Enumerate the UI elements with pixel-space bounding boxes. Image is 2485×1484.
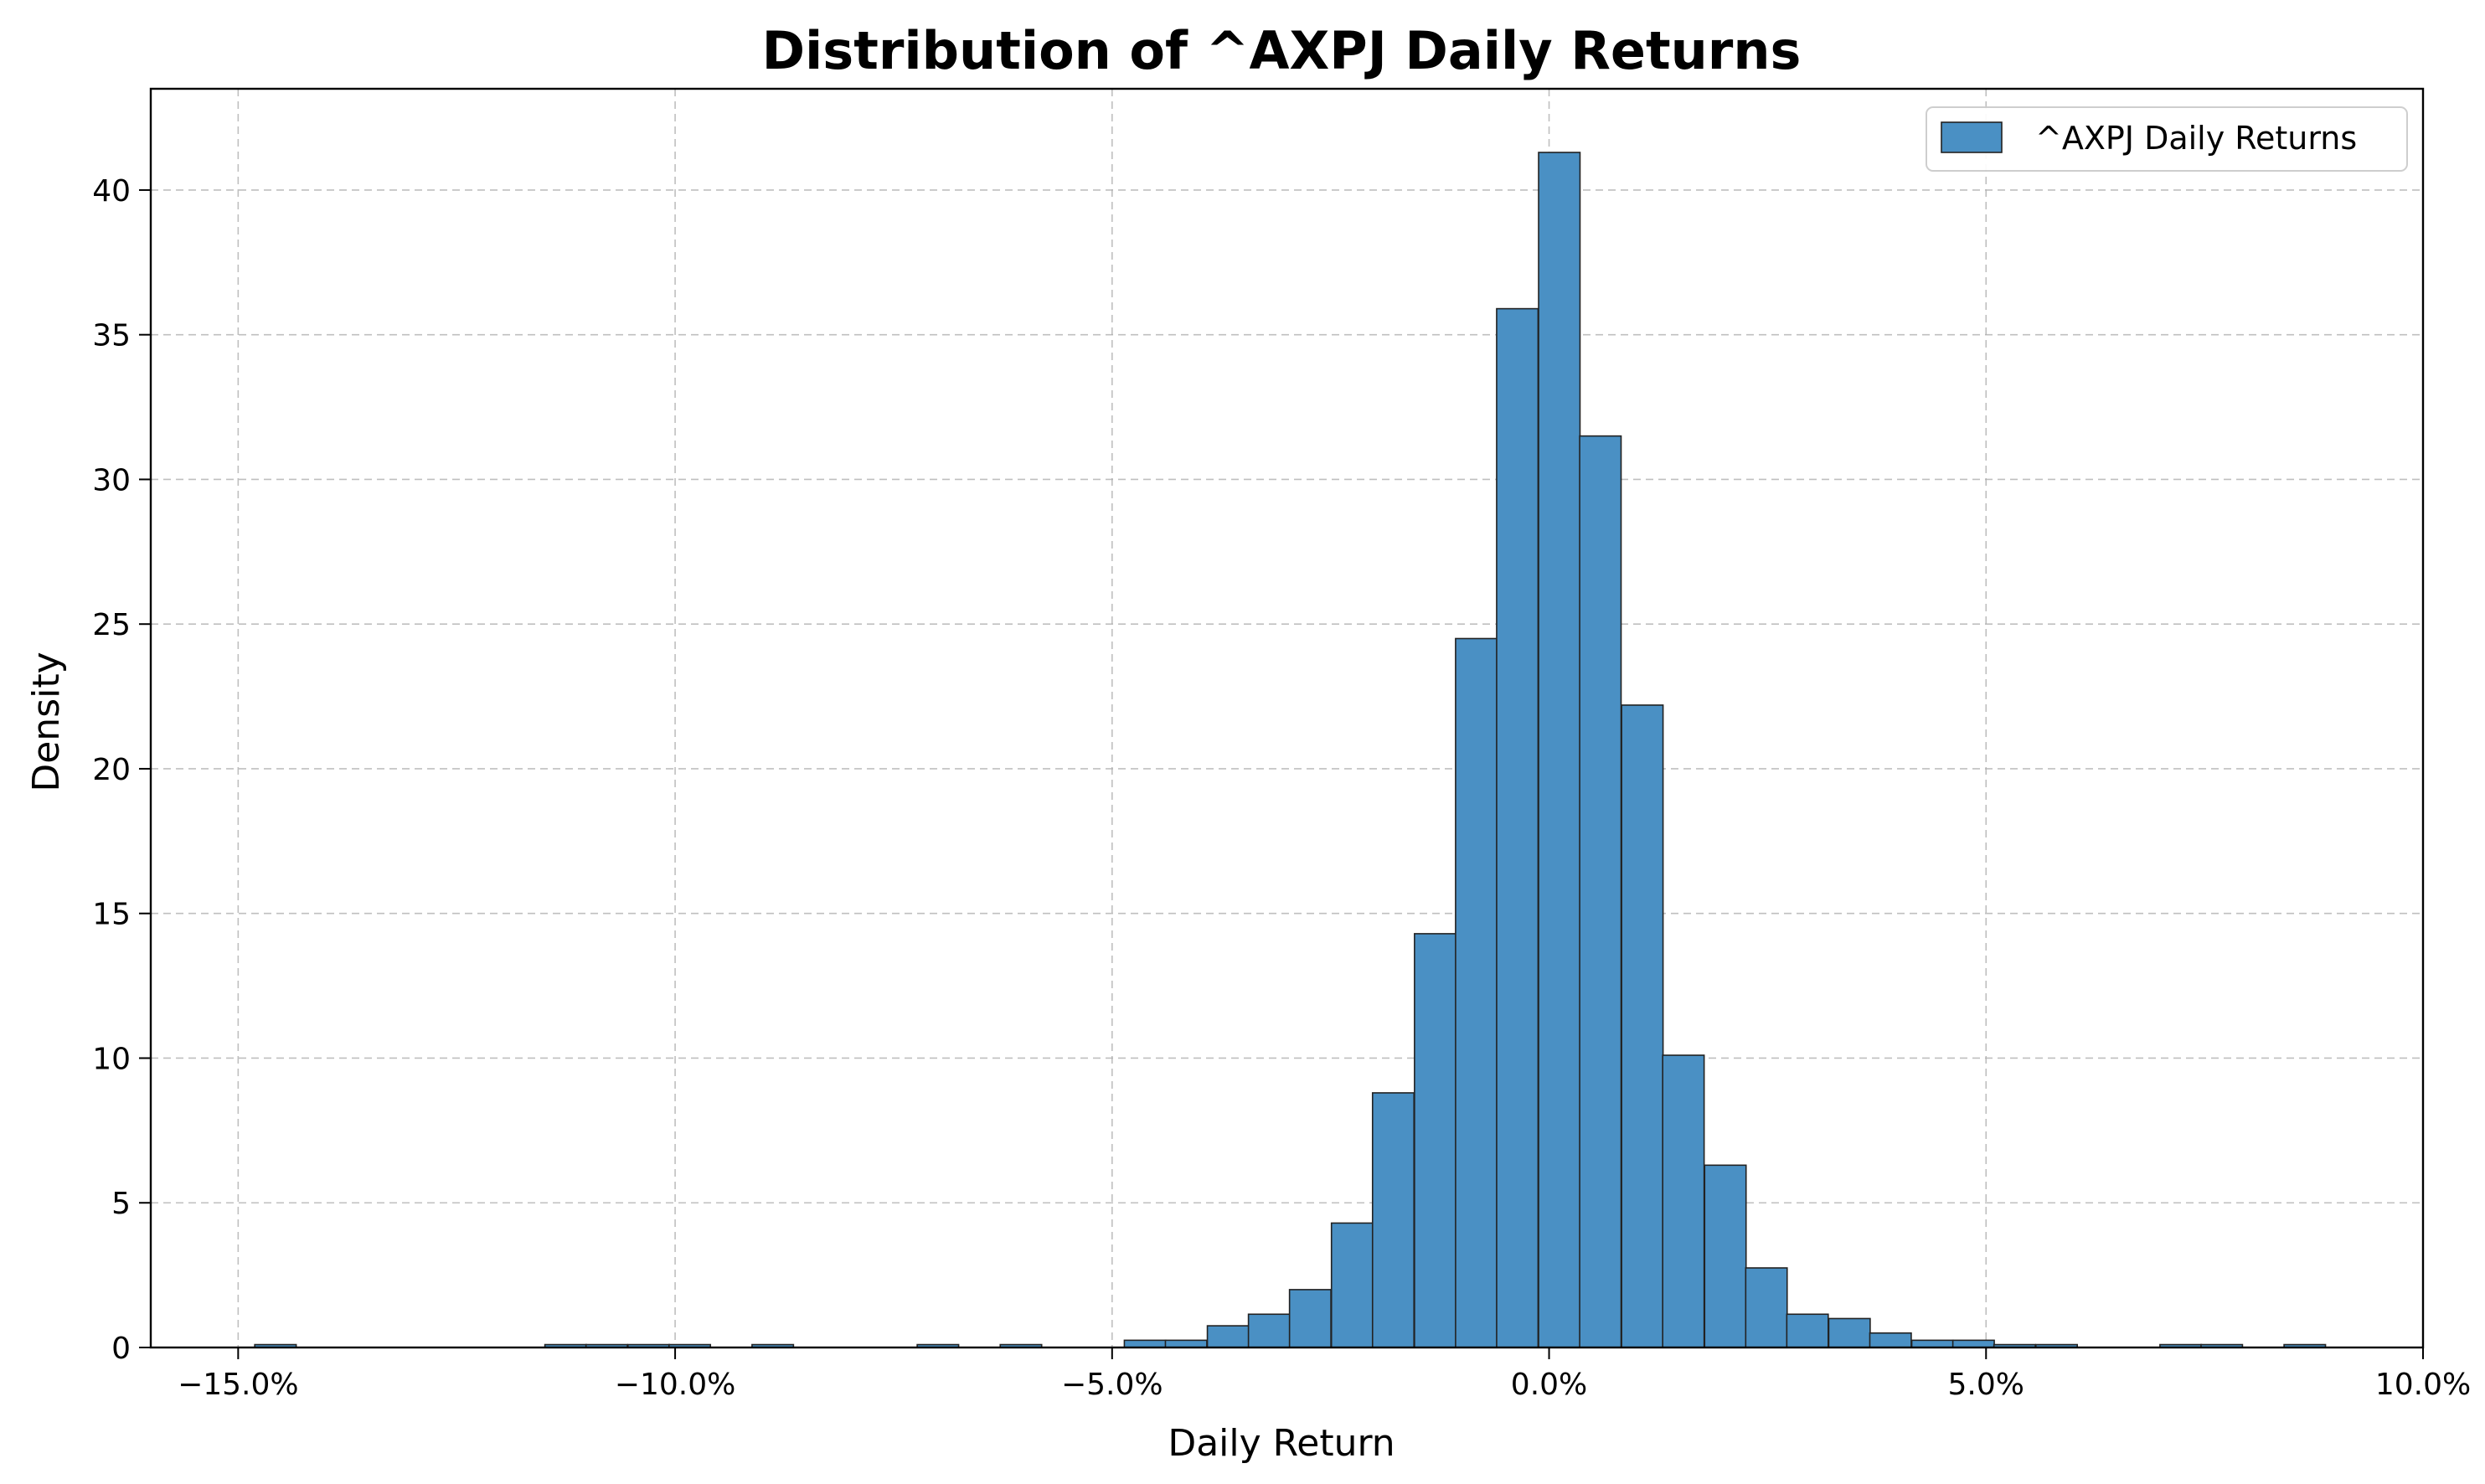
histogram-bar — [1414, 933, 1457, 1348]
x-tick-label: 5.0% — [1948, 1368, 2024, 1402]
plot-area-frame — [149, 87, 2425, 1349]
histogram-bar — [1538, 152, 1581, 1348]
histogram-bar — [1910, 1339, 1954, 1348]
histogram-bar — [1206, 1325, 1250, 1348]
legend-swatch — [1941, 121, 2003, 153]
histogram-bar — [1247, 1313, 1291, 1348]
histogram-bar — [1496, 307, 1539, 1348]
x-tick-label: 10.0% — [2375, 1368, 2471, 1402]
x-tick-label: −10.0% — [615, 1368, 736, 1402]
histogram-bar — [1828, 1317, 1871, 1348]
x-tick-label: −15.0% — [178, 1368, 299, 1402]
legend: ^AXPJ Daily Returns — [1926, 106, 2408, 172]
y-axis-label: Density — [25, 652, 68, 791]
histogram-bar — [1951, 1339, 1995, 1348]
histogram-bar — [1164, 1339, 1208, 1348]
chart-title: Distribution of ^AXPJ Daily Returns — [762, 20, 1802, 81]
y-tick-label: 5 — [111, 1187, 131, 1221]
x-tick-label: 0.0% — [1511, 1368, 1587, 1402]
histogram-bar — [1621, 704, 1664, 1348]
x-axis-label: Daily Return — [1168, 1422, 1395, 1465]
y-tick-label: 25 — [92, 608, 131, 642]
legend-box — [1926, 106, 2408, 172]
y-tick-label: 40 — [92, 174, 131, 209]
x-tick-label: −5.0% — [1061, 1368, 1163, 1402]
histogram-bar — [1704, 1164, 1747, 1348]
histogram-bar — [1662, 1054, 1705, 1348]
y-axis-ticks: 0 5 10 15 20 25 30 35 40 — [92, 174, 151, 1366]
histogram-bar — [1745, 1267, 1788, 1348]
histogram-bar — [1330, 1222, 1374, 1348]
y-tick-label: 0 — [111, 1332, 131, 1366]
legend-entry-label: ^AXPJ Daily Returns — [2035, 120, 2357, 157]
histogram-bar — [1371, 1092, 1415, 1348]
y-tick-label: 30 — [92, 463, 131, 497]
y-tick-label: 15 — [92, 898, 131, 932]
histogram-bars — [254, 152, 2327, 1348]
y-tick-label: 10 — [92, 1042, 131, 1076]
y-tick-label: 20 — [92, 753, 131, 787]
histogram-bar — [1123, 1339, 1167, 1348]
histogram-bar — [1579, 435, 1622, 1348]
y-tick-label: 35 — [92, 319, 131, 353]
histogram-bar — [1288, 1289, 1332, 1348]
histogram-bar — [1869, 1332, 1912, 1348]
x-axis-ticks: −15.0% −10.0% −5.0% 0.0% 5.0% 10.0% — [178, 1347, 2471, 1402]
histogram-bar — [1455, 637, 1498, 1348]
histogram-bar — [1786, 1313, 1829, 1348]
